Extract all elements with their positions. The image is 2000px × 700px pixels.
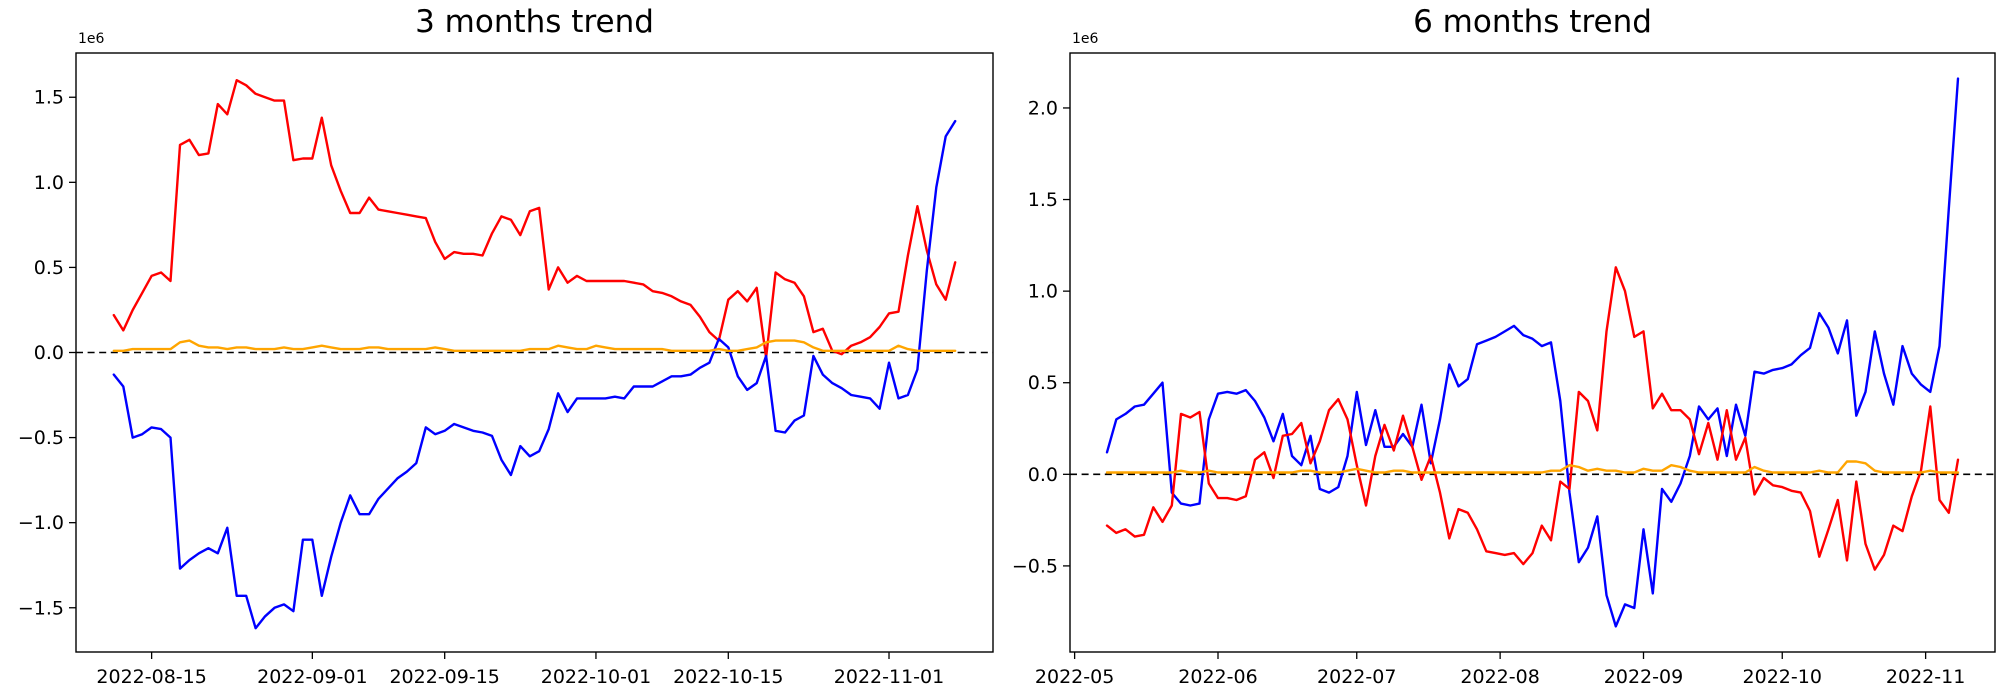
y-tick-label: 1.5 xyxy=(34,87,64,109)
y-axis-offset-label: 1e6 xyxy=(1072,31,1099,47)
chart-3-months-trend: 3 months trend 1e6 1.5 1.0 0.5 0.0 −0.5 −1.0 −… xyxy=(18,4,994,688)
red-line xyxy=(112,78,957,359)
y-tick-label: 0.0 xyxy=(1028,464,1058,486)
y-tick-label: 1.0 xyxy=(34,172,64,194)
y-tick-label: −0.5 xyxy=(18,427,64,449)
x-tick-label: 2022-10-15 xyxy=(673,666,783,688)
y-tick-label: 2.0 xyxy=(1028,97,1058,119)
red-line xyxy=(1105,266,1960,571)
orange-line xyxy=(112,339,957,352)
plot-border xyxy=(75,52,994,653)
x-tick-label: 2022-07 xyxy=(1317,666,1396,688)
x-tick-label: 2022-11-01 xyxy=(834,666,944,688)
y-axis-offset-label: 1e6 xyxy=(78,31,105,47)
x-tick-label: 2022-09 xyxy=(1604,666,1683,688)
plot-border xyxy=(1069,52,1996,653)
x-tick-label: 2022-09-15 xyxy=(389,666,499,688)
blue-line xyxy=(1105,77,1960,628)
chart-plot-right: 2.0 1.5 1.0 0.5 0.0 −0.5 2022-05 2022-06 2022-07… xyxy=(1012,52,1996,688)
x-tick-label: 2022-08 xyxy=(1460,666,1539,688)
y-tick-label: 1.0 xyxy=(1028,281,1058,303)
x-tick-label: 2022-09-01 xyxy=(257,666,367,688)
x-tick-label: 2022-10-01 xyxy=(541,666,651,688)
chart-title: 6 months trend xyxy=(1413,4,1652,40)
x-tick-label: 2022-05 xyxy=(1035,666,1114,688)
x-tick-label: 2022-10 xyxy=(1743,666,1822,688)
chart-title: 3 months trend xyxy=(415,4,654,40)
blue-line xyxy=(112,119,957,630)
y-tick-label: 0.0 xyxy=(34,342,64,364)
y-tick-label: −0.5 xyxy=(1012,555,1058,577)
y-tick-label: 0.5 xyxy=(34,257,64,279)
x-tick-label: 2022-06 xyxy=(1178,666,1257,688)
x-tick-label: 2022-11 xyxy=(1886,666,1965,688)
orange-line xyxy=(1105,460,1960,474)
x-tick-label: 2022-08-15 xyxy=(96,666,206,688)
y-tick-label: −1.0 xyxy=(18,512,64,534)
chart-plot-left: 1.5 1.0 0.5 0.0 −0.5 −1.0 −1.5 2022-08-15 2022-0… xyxy=(18,52,994,688)
y-tick-label: 0.5 xyxy=(1028,372,1058,394)
chart-6-months-trend: 6 months trend 1e6 2.0 1.5 1.0 0.5 0.0 −0.5 20… xyxy=(1000,0,2000,700)
y-tick-label: 1.5 xyxy=(1028,189,1058,211)
y-tick-label: −1.5 xyxy=(18,597,64,619)
